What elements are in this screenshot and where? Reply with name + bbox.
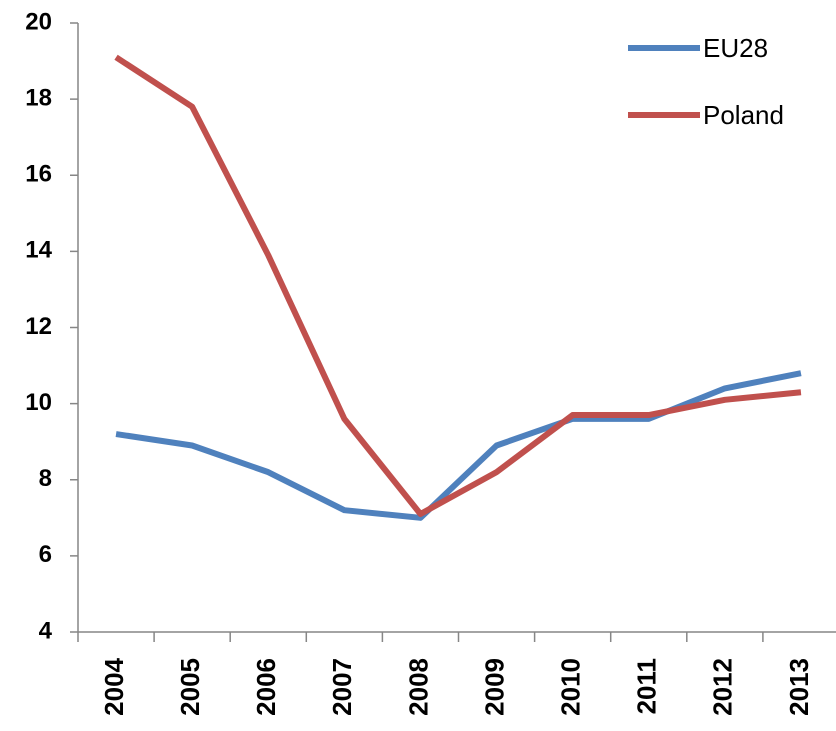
- x-tick-label: 2005: [175, 658, 205, 716]
- legend-label: EU28: [703, 33, 768, 63]
- x-tick-label: 2006: [251, 658, 281, 716]
- x-tick-label: 2007: [327, 658, 357, 716]
- y-tick-label: 20: [25, 8, 52, 35]
- y-tick-label: 8: [39, 465, 52, 492]
- y-tick-label: 12: [25, 313, 52, 340]
- x-tick-label: 2012: [708, 658, 738, 716]
- x-tick-label: 2010: [556, 658, 586, 716]
- x-tick-label: 2008: [403, 658, 433, 716]
- y-tick-label: 18: [25, 84, 52, 111]
- x-tick-label: 2004: [99, 657, 129, 715]
- y-tick-label: 10: [25, 389, 52, 416]
- y-tick-label: 16: [25, 161, 52, 188]
- series-line: [115, 370, 802, 521]
- x-tick-label: 2013: [784, 658, 814, 716]
- y-tick-label: 4: [39, 617, 53, 644]
- y-tick-label: 14: [25, 237, 52, 264]
- y-tick-label: 6: [39, 541, 52, 568]
- x-tick-label: 2009: [479, 658, 509, 716]
- series-line: [114, 54, 802, 518]
- x-tick-label: 2011: [632, 658, 662, 714]
- legend-label: Poland: [703, 100, 784, 130]
